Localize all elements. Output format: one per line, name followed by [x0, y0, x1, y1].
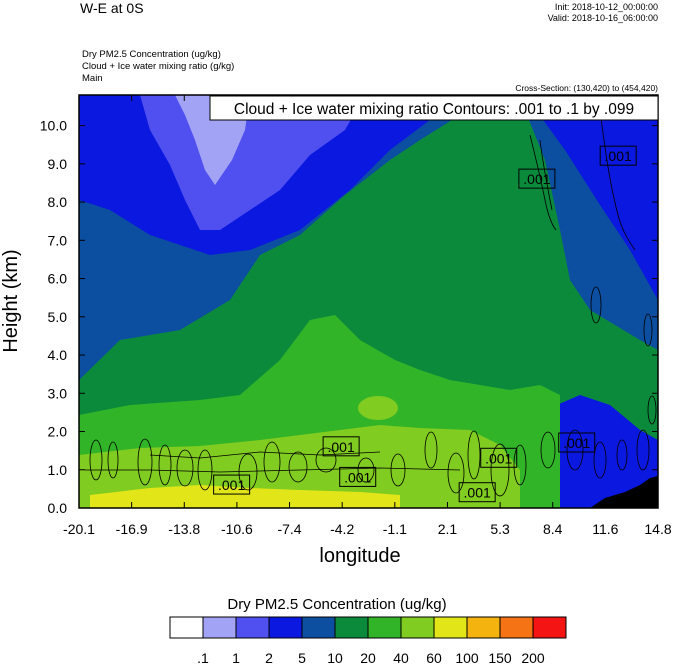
contour-label: .001 [458, 482, 496, 503]
colorbar-swatch [268, 616, 303, 639]
field-label-cloud: Cloud + Ice water mixing ratio (g/kg) [82, 61, 235, 72]
colorbar-level-label: 100 [455, 650, 479, 666]
colorbar-title: Dry PM2.5 Concentration (ug/kg) [227, 596, 447, 613]
contour-label-text: .001 [563, 435, 590, 451]
cross-section-label: Cross-Section: (130,420) to (454,420) [515, 83, 658, 93]
contour-label: .001 [339, 466, 377, 487]
x-tick-label: -16.9 [116, 521, 148, 537]
x-tick-label: 11.6 [592, 521, 618, 537]
colorbar-level-label: 2 [265, 650, 273, 666]
colorbar-swatch [532, 616, 567, 639]
colorbar-swatch [301, 616, 336, 639]
x-tick-label: 8.4 [543, 521, 563, 537]
plot-frame [78, 94, 659, 509]
field-label-pm25: Dry PM2.5 Concentration (ug/kg) [82, 49, 221, 60]
contour-legend-text: Cloud + Ice water mixing ratio Contours:… [234, 101, 634, 118]
colorbar-level-label: 1 [232, 650, 240, 666]
contour-label-box [518, 168, 556, 189]
chart-title: W-E at 0S [80, 0, 144, 16]
contour-label-text: .001 [218, 477, 245, 493]
x-tick-label: 2.1 [438, 521, 458, 537]
contour-lines [85, 109, 657, 497]
colorbar-level-label: 200 [521, 650, 545, 666]
colorbar-level-label: 20 [360, 650, 376, 666]
colorbar-level-label: .1 [197, 650, 209, 666]
x-axis-label: longitude [319, 545, 400, 567]
colorbar [169, 616, 567, 639]
colorbar-swatch [367, 616, 402, 639]
colorbar-level-label: 150 [488, 650, 512, 666]
contour-legend: Cloud + Ice water mixing ratio Contours:… [209, 95, 659, 121]
y-tick-label: 3.0 [48, 385, 68, 401]
x-axis-ticks: -20.1 -16.9 -13.8 -10.6 -7.4 -4.2 -1.1 2.1 5.3 8.… [63, 95, 672, 537]
concentration-field [79, 95, 658, 508]
y-tick-label: 10.0 [40, 118, 67, 134]
valid-time: Valid: 2018-10-16_06:00:00 [547, 13, 658, 23]
x-tick-label: -1.1 [383, 521, 407, 537]
terrain [590, 476, 658, 508]
init-time: Init: 2018-10-12_00:00:00 [554, 2, 658, 12]
contour-label-box [322, 436, 360, 457]
colorbar-level-label: 5 [298, 650, 306, 666]
colorbar-swatch [334, 616, 369, 639]
contour-label-box [213, 474, 251, 495]
contour-label: .001 [558, 432, 596, 453]
colorbar-level-label: 10 [327, 650, 343, 666]
x-tick-label: -20.1 [63, 521, 95, 537]
x-tick-label: -4.2 [330, 521, 354, 537]
colorbar-swatch [400, 616, 435, 639]
contour-label-text: .001 [485, 450, 512, 466]
y-tick-label: 7.0 [48, 232, 68, 248]
colorbar-swatch [169, 616, 204, 639]
colorbar-swatch [499, 616, 534, 639]
field-light-green-pocket [358, 396, 398, 420]
contour-label-box [599, 145, 637, 166]
x-tick-label: -10.6 [221, 521, 253, 537]
contour-label-text: .001 [605, 148, 632, 164]
time-info: Init: 2018-10-12_00:00:00 Valid: 2018-10… [548, 2, 658, 24]
colorbar-swatch [235, 616, 270, 639]
y-tick-label: 0.0 [48, 500, 68, 516]
contour-label-text: .001 [344, 469, 371, 485]
contour-label-box [458, 482, 496, 503]
y-tick-label: 1.0 [48, 462, 68, 478]
contour-label: .001 [322, 436, 360, 457]
x-tick-label: -7.4 [277, 521, 301, 537]
contour-label-text: .001 [464, 485, 491, 501]
contour-label-text: .001 [328, 439, 355, 455]
field-label-main: Main [82, 73, 103, 84]
contour-labels: .001 .001 .001 .001 .001 .001 .001 .001 [213, 145, 637, 503]
field-band-yellow [90, 485, 400, 508]
contour-label: .001 [213, 474, 251, 495]
contour-label: .001 [599, 145, 637, 166]
contour-label: .001 [518, 168, 556, 189]
y-axis-ticks: 0.0 1.0 2.0 3.0 4.0 5.0 6.0 7.0 8.0 9.0 10.0 [40, 118, 658, 516]
colorbar-swatch [433, 616, 468, 639]
contour-label-box [480, 447, 518, 468]
colorbar-swatch [202, 616, 237, 639]
colorbar-swatch [466, 616, 501, 639]
y-tick-label: 5.0 [48, 309, 68, 325]
y-tick-label: 4.0 [48, 347, 68, 363]
x-tick-label: 5.3 [490, 521, 510, 537]
contour-label-box [558, 432, 596, 453]
contour-label-text: .001 [523, 171, 550, 187]
colorbar-level-label: 40 [393, 650, 409, 666]
contour-legend-box [209, 95, 659, 121]
y-axis-label: Height (km) [0, 249, 22, 352]
y-tick-label: 8.0 [48, 194, 68, 210]
colorbar-level-label: 60 [426, 650, 442, 666]
y-tick-label: 9.0 [48, 156, 68, 172]
contour-label: .001 [480, 447, 518, 468]
y-tick-label: 2.0 [48, 424, 68, 440]
y-tick-label: 6.0 [48, 271, 68, 287]
x-tick-label: -13.8 [168, 521, 200, 537]
contour-label-box [339, 466, 377, 487]
x-tick-label: 14.8 [644, 521, 671, 537]
